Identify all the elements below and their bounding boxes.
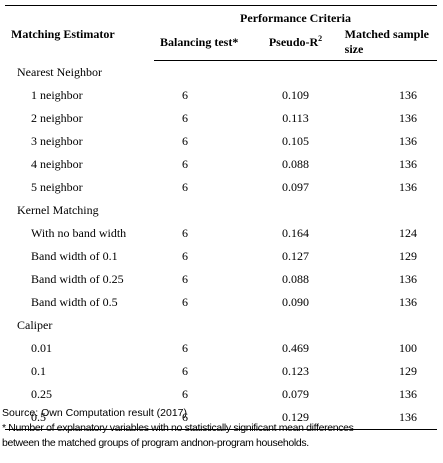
row-label: 1 neighbor — [31, 88, 83, 102]
table-row: 3 neighbor 6 0.105 136 — [5, 130, 437, 153]
pseudo-r2-cell: 0.127 — [281, 249, 309, 263]
table-row: With no band width 6 0.164 124 — [5, 222, 437, 245]
matched-sample-size-cell: 136 — [399, 295, 417, 309]
row-label: 0.01 — [31, 341, 52, 355]
balancing-test-cell: 6 — [182, 88, 188, 102]
pseudo-r2-cell: 0.090 — [281, 295, 309, 309]
table-row: 0.1 6 0.123 129 — [5, 360, 437, 383]
row-label: Band width of 0.1 — [31, 249, 118, 263]
row-label: Band width of 0.25 — [31, 272, 124, 286]
pseudo-r2-cell: 0.164 — [281, 226, 309, 240]
balancing-test-cell: 6 — [182, 295, 188, 309]
pseudo-r2-cell: 0.469 — [281, 341, 309, 355]
matched-sample-size-cell: 136 — [399, 180, 417, 194]
group-row: Caliper — [5, 314, 437, 337]
table-row: Band width of 0.1 6 0.127 129 — [5, 245, 437, 268]
table-row: Band width of 0.25 6 0.088 136 — [5, 268, 437, 291]
row-label: 5 neighbor — [31, 180, 83, 194]
table-row: 5 neighbor 6 0.097 136 — [5, 176, 437, 199]
row-label: 0.5 — [5, 406, 154, 430]
header-pseudo-r-text: Pseudo-R — [268, 35, 319, 49]
pseudo-r2-cell: 0.088 — [281, 157, 309, 171]
matched-sample-size-cell: 129 — [399, 364, 417, 378]
table-row: 1 neighbor 6 0.109 136 — [5, 84, 437, 107]
pseudo-r2-cell: 0.109 — [281, 88, 309, 102]
balancing-test-cell: 6 — [182, 134, 188, 148]
group-label: Caliper — [17, 318, 53, 332]
header-row-top: Matching Estimator Performance Criteria — [5, 5, 437, 61]
table-notes: Source: Own Computation result (2017) * … — [2, 406, 442, 451]
footnote-line-2: between the matched groups of program an… — [2, 437, 309, 449]
pseudo-r2-cell: 0.113 — [282, 111, 309, 125]
table-body: Nearest Neighbor 1 neighbor 6 0.109 136 2 nei… — [5, 61, 437, 430]
pseudo-r2-cell: 0.105 — [281, 134, 309, 148]
balancing-test-cell: 6 — [182, 180, 188, 194]
pseudo-r2-cell: 0.123 — [281, 364, 309, 378]
header-balancing-test: Balancing test* — [154, 27, 249, 61]
balancing-test-cell: 6 — [182, 249, 188, 263]
group-row: Kernel Matching — [5, 199, 437, 222]
table-row: Band width of 0.5 6 0.090 136 — [5, 291, 437, 314]
source-note: Source: Own Computation result (2017) — [2, 407, 188, 419]
row-label: 0.25 — [31, 387, 52, 401]
balancing-test-cell: 6 — [182, 387, 188, 401]
matched-sample-size-cell: 129 — [399, 249, 417, 263]
balancing-test-cell: 6 — [182, 364, 188, 378]
row-label: 0.1 — [31, 364, 46, 378]
balancing-test-cell: 6 — [182, 157, 188, 171]
table-row: 0.01 6 0.469 100 — [5, 337, 437, 360]
matched-sample-size-cell: 136 — [399, 272, 417, 286]
balancing-test-cell: 6 — [182, 226, 188, 240]
matching-performance-table: Matching Estimator Performance Criteria … — [5, 5, 437, 430]
header-matched-sample-size: Matched sample size — [342, 27, 437, 61]
pseudo-r2-cell: 0.129 — [248, 406, 343, 430]
group-row: Nearest Neighbor — [5, 61, 437, 85]
header-pseudo-r-superscript: 2 — [318, 34, 323, 43]
table-row: 4 neighbor 6 0.088 136 — [5, 153, 437, 176]
matched-sample-size-cell: 136 — [399, 111, 417, 125]
pseudo-r2-cell: 0.097 — [281, 180, 309, 194]
footnote-line-1: * Number of explanatory variables with n… — [2, 422, 354, 434]
matched-sample-size-cell: 100 — [399, 341, 417, 355]
matched-sample-size-cell: 136 — [342, 406, 437, 430]
row-label: 2 neighbor — [31, 111, 83, 125]
header-matching-estimator: Matching Estimator — [5, 5, 154, 61]
row-label: Band width of 0.5 — [31, 295, 118, 309]
table-row: 0.5 6 0.129 136 — [5, 406, 437, 430]
header-pseudo-r2: Pseudo-R2 — [248, 27, 343, 61]
balancing-test-cell: 6 — [182, 272, 188, 286]
matching-performance-table-wrapper: Matching Estimator Performance Criteria … — [5, 5, 437, 430]
matched-sample-size-cell: 124 — [399, 226, 417, 240]
row-label: 3 neighbor — [31, 134, 83, 148]
pseudo-r2-cell: 0.079 — [281, 387, 309, 401]
matched-sample-size-cell: 136 — [399, 387, 417, 401]
header-performance-criteria: Performance Criteria — [154, 5, 437, 27]
header-row-sub: Balancing test* Pseudo-R2 Matched sample… — [5, 27, 437, 61]
matched-sample-size-cell: 136 — [399, 157, 417, 171]
balancing-test-cell: 6 — [154, 406, 249, 430]
pseudo-r2-cell: 0.088 — [281, 272, 309, 286]
table-row: 0.25 6 0.079 136 — [5, 383, 437, 406]
matched-sample-size-cell: 136 — [399, 88, 417, 102]
row-label: 4 neighbor — [31, 157, 83, 171]
balancing-test-cell: 6 — [182, 111, 188, 125]
balancing-test-cell: 6 — [182, 341, 188, 355]
group-label: Kernel Matching — [17, 203, 99, 217]
row-label: With no band width — [31, 226, 127, 240]
matched-sample-size-cell: 136 — [399, 134, 417, 148]
table-row: 2 neighbor 6 0.113 136 — [5, 107, 437, 130]
group-label: Nearest Neighbor — [17, 65, 102, 79]
